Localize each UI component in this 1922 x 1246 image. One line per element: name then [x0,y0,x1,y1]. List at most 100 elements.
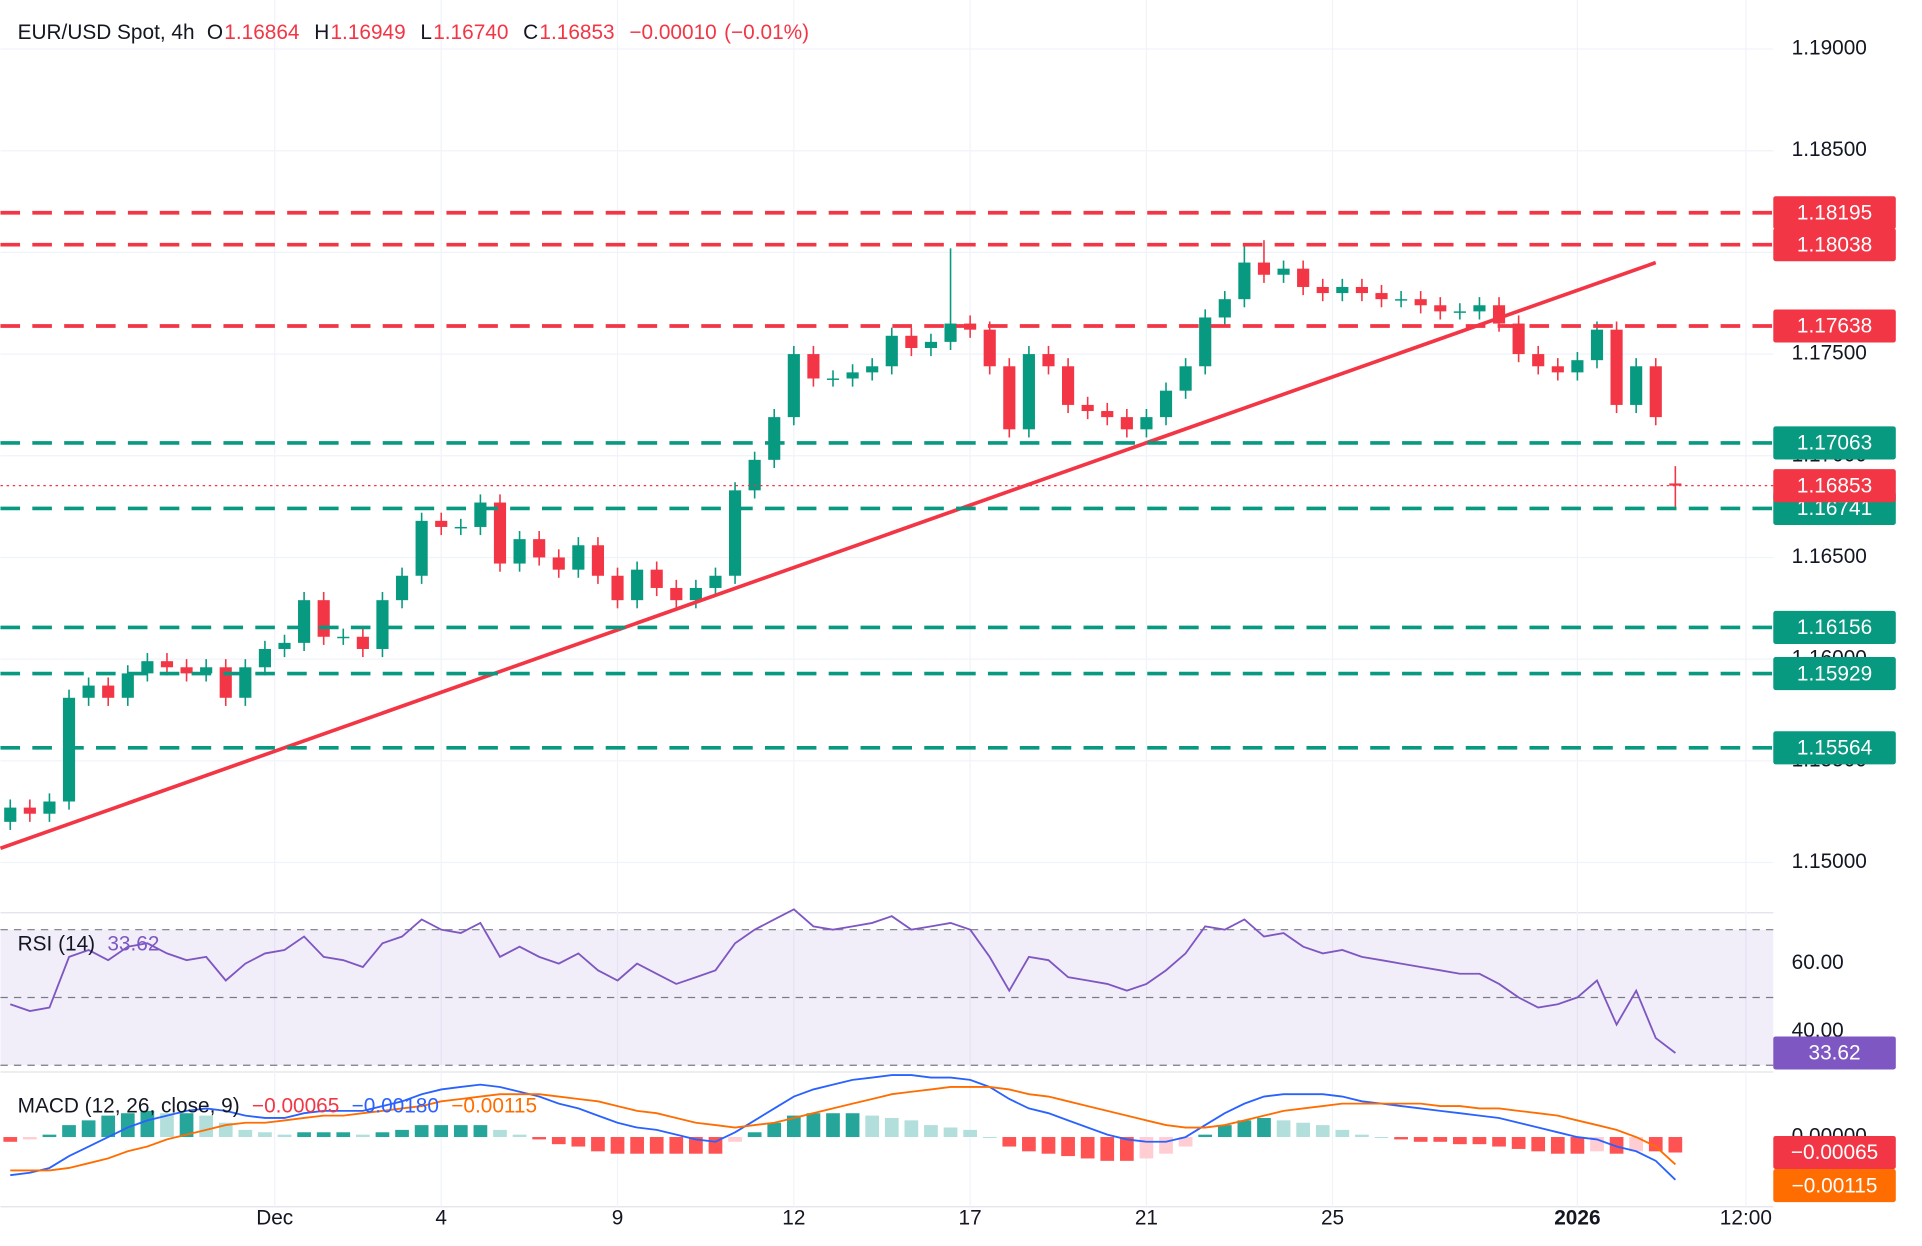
candle-body [1336,286,1349,294]
histogram-bar [395,1129,409,1138]
histogram-bar [316,1132,331,1138]
level-label: 1.16741 [1797,497,1872,520]
histogram-bar [943,1127,958,1138]
candle-body [1316,286,1329,294]
candle-body [591,545,605,576]
histogram-bar [591,1137,605,1152]
candle-body [1610,329,1623,405]
candle-body [415,520,428,576]
candle-body [1277,268,1290,275]
histogram-last-value: −0.00065 [252,1094,339,1117]
candle-body [1453,311,1466,313]
histogram-bar [453,1125,468,1138]
macd-line [10,1074,1677,1181]
histogram-bar [512,1134,527,1138]
candle-body [866,366,879,373]
histogram-bar [1237,1120,1252,1138]
candle-body [513,539,526,564]
histogram-bar [1061,1137,1075,1157]
histogram-bar [1100,1137,1115,1161]
histogram-bar [1119,1137,1134,1161]
candle-body [1062,366,1075,405]
level-label: 1.17063 [1797,432,1872,455]
histogram-bar [904,1120,919,1138]
rsi-line [9,908,1676,1054]
histogram-bar [1374,1137,1389,1139]
candle-body [924,341,938,348]
histogram-bar [1609,1137,1624,1154]
level-label: 1.17638 [1797,315,1872,338]
histogram-bar [140,1110,155,1138]
candle-body [1630,366,1643,405]
histogram-value-label: −0.00065 [1791,1141,1878,1164]
candle-body [807,354,820,379]
candle-body [395,575,409,601]
level-box [1773,657,1896,691]
candle-body [1512,323,1525,355]
candle-body [611,575,624,601]
histogram-bar [747,1132,762,1138]
candle-body [846,372,859,379]
candle-body [1375,293,1388,300]
rsi-value-label: 33.62 [1809,1042,1861,1065]
histogram-bar [963,1129,977,1138]
candle-body [905,335,918,348]
ohlc-field-name: C [523,21,538,44]
candle-body [1355,286,1368,294]
candle-body [1532,354,1545,367]
candle-body [728,490,742,576]
ohlc-field-value: 1.16949 [330,21,405,44]
candle-body [121,673,134,698]
histogram-bar [1217,1125,1232,1138]
histogram-bar [806,1113,821,1138]
histogram-bar [434,1125,449,1138]
candle-body [1042,354,1055,367]
candle-body [376,600,389,649]
x-tick-label: 21 [1135,1207,1158,1230]
candle-body [1101,411,1114,418]
histogram-bar [179,1113,194,1138]
y-tick-label: 1.16500 [1792,545,1867,568]
candle-body [1571,360,1584,373]
y-tick-label: 1.19000 [1792,37,1867,60]
candle-body [552,557,565,570]
histogram-bar [1433,1137,1448,1142]
candle-body [1473,305,1486,312]
histogram-bar [1394,1137,1408,1140]
candle-body [23,807,36,814]
candle-body [1434,305,1447,312]
x-tick-label: 12:00 [1720,1207,1772,1230]
labels: 1.18195 1.18038 1.17638 1.17063 1.16741 1.161… [18,21,1896,1203]
candle-body [82,685,95,698]
histogram-bar [1276,1120,1291,1138]
candle-body [983,329,996,367]
histogram-bar [884,1117,899,1138]
histogram-bar [1453,1137,1467,1145]
candle-body [337,636,350,639]
histogram-bar [1413,1137,1428,1142]
candle-body [1649,366,1662,418]
candle-body [4,807,17,822]
histogram-bar [1511,1137,1526,1149]
y-tick-label: 1.17500 [1792,342,1867,365]
candle-body [1395,299,1408,301]
candle-body [43,801,56,814]
histogram-bar [1472,1137,1487,1145]
rsi-value-box [1773,1036,1896,1070]
y-tick-label: 60.00 [1792,951,1844,974]
histogram-bar [1492,1137,1506,1147]
pane-title: RSI (14) [18,932,96,955]
histogram-bar [238,1129,253,1138]
series-last-value: −0.00180 [352,1094,439,1117]
histogram-bar [42,1134,57,1138]
histogram-bar [728,1137,742,1142]
candle-body [1120,417,1133,430]
x-tick-label: 12 [782,1207,805,1230]
candle-body [670,587,683,601]
histogram-bar [845,1113,860,1138]
histogram-bar [924,1125,938,1138]
candle-body [826,378,840,380]
x-tick-label: 25 [1321,1207,1344,1230]
level-label: 1.18038 [1797,233,1872,256]
